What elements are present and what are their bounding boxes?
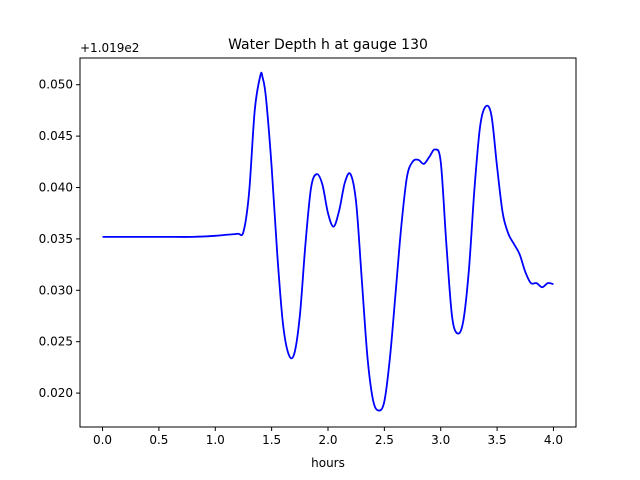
x-tick-label: 2.0: [318, 433, 337, 447]
x-tick-label: 0.5: [149, 433, 168, 447]
x-tick-label: 0.0: [93, 433, 112, 447]
y-tick-label: 0.030: [39, 283, 73, 297]
y-axis: 0.020 0.025 0.030 0.035 0.040 0.045 0.050: [39, 78, 80, 400]
y-tick-label: 0.025: [39, 335, 73, 349]
y-tick-label: 0.035: [39, 232, 73, 246]
x-tick-label: 2.5: [375, 433, 394, 447]
chart-title: Water Depth h at gauge 130: [228, 37, 428, 53]
axes-frame: [79, 57, 577, 428]
x-tick-label: 1.0: [206, 433, 225, 447]
plot-area: [79, 57, 577, 428]
x-axis-label: hours: [311, 456, 345, 470]
x-tick-label: 3.5: [488, 433, 507, 447]
y-tick-label: 0.020: [39, 386, 73, 400]
series-line: [102, 71, 554, 412]
x-tick-label: 4.0: [544, 433, 563, 447]
x-tick-label: 3.0: [431, 433, 450, 447]
x-tick-label: 1.5: [262, 433, 281, 447]
y-tick-label: 0.045: [39, 129, 73, 143]
y-tick-label: 0.040: [39, 181, 73, 195]
y-tick-label: 0.050: [39, 78, 73, 92]
y-offset-label: +1.019e2: [80, 41, 139, 55]
x-axis: 0.0 0.5 1.0 1.5 2.0 2.5 3.0 3.5 4.0: [93, 427, 563, 447]
